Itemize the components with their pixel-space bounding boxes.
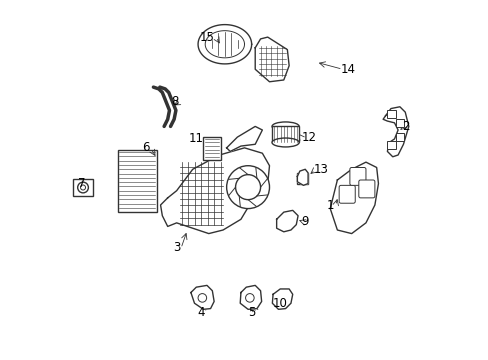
Circle shape	[78, 182, 88, 193]
Polygon shape	[190, 285, 214, 309]
Text: 12: 12	[301, 131, 316, 144]
Bar	[395, 133, 404, 141]
Ellipse shape	[271, 122, 299, 131]
Ellipse shape	[271, 138, 299, 147]
Polygon shape	[240, 285, 261, 309]
Polygon shape	[382, 107, 408, 157]
Text: 1: 1	[326, 198, 334, 212]
Text: 15: 15	[199, 31, 214, 44]
Text: 13: 13	[313, 163, 328, 176]
Text: 10: 10	[272, 297, 287, 310]
Text: 8: 8	[171, 95, 178, 108]
Polygon shape	[329, 162, 378, 234]
Text: 5: 5	[247, 306, 255, 319]
Text: 3: 3	[172, 241, 180, 255]
Bar	[386, 110, 395, 118]
Polygon shape	[160, 148, 269, 234]
FancyBboxPatch shape	[339, 185, 354, 203]
Bar	[386, 141, 395, 149]
Bar	[297, 173, 307, 184]
Polygon shape	[297, 169, 307, 185]
Polygon shape	[226, 126, 262, 152]
Circle shape	[198, 294, 206, 302]
Bar	[395, 118, 404, 127]
Polygon shape	[276, 210, 298, 232]
Bar	[271, 126, 299, 143]
Text: 7: 7	[78, 177, 85, 190]
Text: 11: 11	[188, 132, 203, 145]
Text: 14: 14	[340, 63, 355, 76]
Ellipse shape	[235, 175, 260, 200]
FancyBboxPatch shape	[358, 180, 374, 198]
Polygon shape	[255, 37, 288, 82]
Text: 9: 9	[301, 215, 308, 228]
Bar	[203, 137, 221, 160]
Text: 4: 4	[197, 306, 205, 319]
Text: 6: 6	[142, 141, 149, 154]
Text: 2: 2	[401, 120, 408, 133]
Polygon shape	[272, 289, 292, 309]
FancyBboxPatch shape	[349, 167, 365, 185]
Circle shape	[81, 185, 85, 190]
Ellipse shape	[226, 166, 269, 208]
Circle shape	[245, 294, 254, 302]
Bar	[118, 150, 157, 212]
Bar	[73, 179, 93, 196]
